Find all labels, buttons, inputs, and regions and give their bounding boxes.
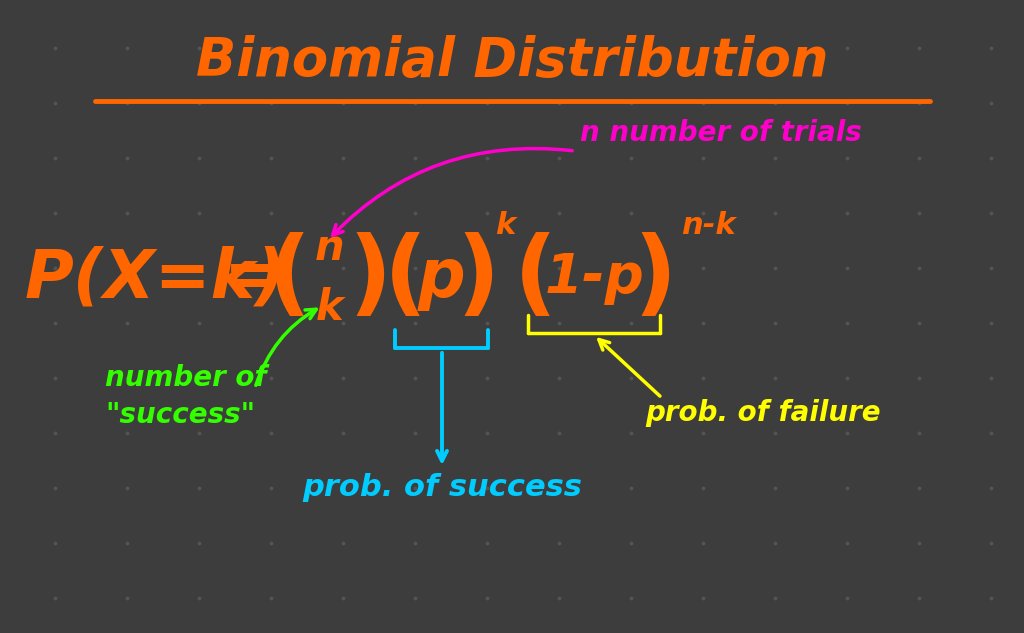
Text: (: ( (513, 232, 557, 324)
Text: p: p (418, 245, 466, 311)
Text: ): ) (457, 232, 500, 324)
Text: 1-p: 1-p (545, 251, 645, 305)
Text: ): ) (348, 232, 391, 324)
Text: n: n (315, 227, 345, 269)
Text: (: ( (268, 232, 311, 324)
Text: (: ( (383, 232, 427, 324)
Text: k: k (495, 211, 515, 241)
Text: prob. of failure: prob. of failure (645, 399, 881, 427)
Text: P(X=k): P(X=k) (25, 245, 287, 311)
Text: =: = (224, 245, 280, 311)
Text: k: k (316, 287, 344, 329)
Text: number of: number of (105, 364, 266, 392)
Text: n-k: n-k (681, 211, 735, 241)
Text: prob. of success: prob. of success (302, 473, 582, 503)
Text: "success": "success" (105, 401, 255, 429)
Text: Binomial Distribution: Binomial Distribution (196, 35, 828, 87)
Text: ): ) (634, 232, 677, 324)
Text: n number of trials: n number of trials (580, 119, 862, 147)
